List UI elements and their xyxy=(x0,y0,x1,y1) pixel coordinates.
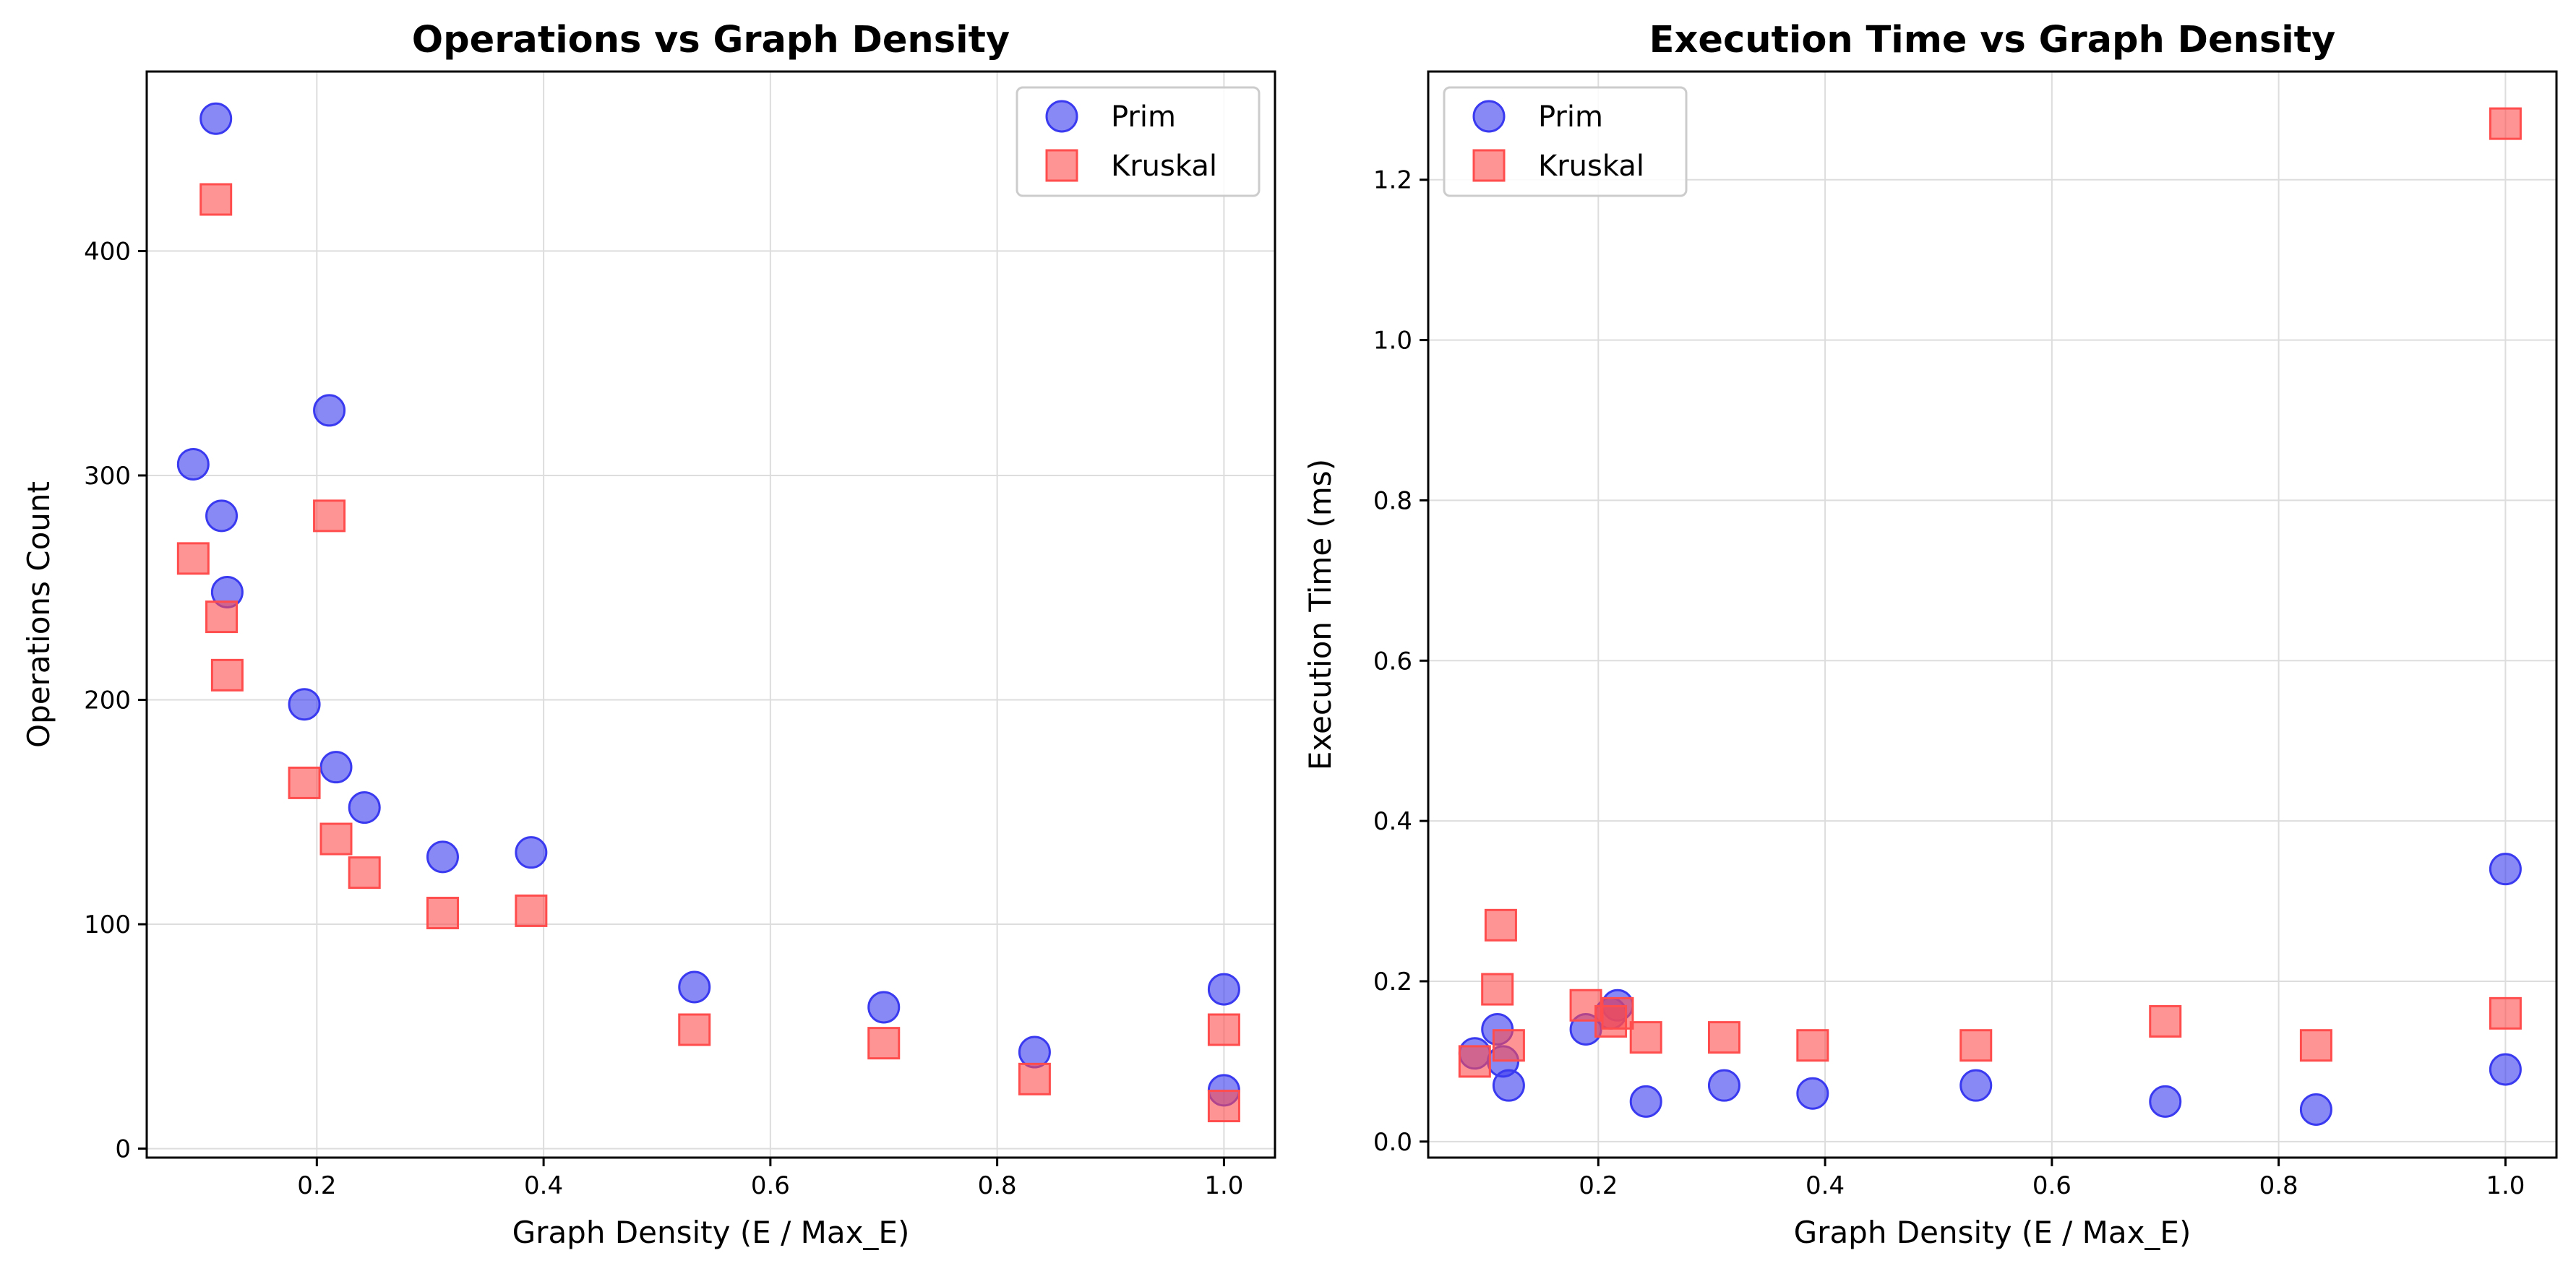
x-tick-label: 0.4 xyxy=(524,1171,563,1200)
x-tick-label: 0.2 xyxy=(297,1171,336,1200)
y-tick-label: 300 xyxy=(84,462,131,491)
data-point-prim xyxy=(319,751,353,784)
y-tick-label: 400 xyxy=(84,237,131,266)
legend-label-kruskal: Kruskal xyxy=(1111,150,1217,183)
data-point-kruskal xyxy=(2489,107,2522,140)
data-point-kruskal xyxy=(1492,1029,1525,1062)
data-point-kruskal xyxy=(1707,1021,1740,1054)
legend-label-prim: Prim xyxy=(1111,100,1176,134)
y-tick-label: 1.2 xyxy=(1373,166,1412,195)
data-point-prim xyxy=(426,840,459,874)
data-point-kruskal xyxy=(199,183,233,216)
data-point-kruskal xyxy=(867,1027,901,1060)
data-point-prim xyxy=(1207,973,1240,1006)
y-tick-label: 200 xyxy=(84,686,131,715)
data-point-kruskal xyxy=(1207,1013,1240,1046)
data-point-prim xyxy=(867,991,901,1024)
data-point-kruskal xyxy=(678,1013,711,1046)
legend-swatch-prim xyxy=(1045,100,1078,133)
x-axis-label: Graph Density (E / Max_E) xyxy=(512,1215,910,1250)
y-tick-label: 0 xyxy=(115,1135,131,1164)
x-tick-label: 0.4 xyxy=(1806,1171,1845,1200)
data-point-kruskal xyxy=(1796,1029,1829,1062)
legend-marker-kruskal xyxy=(1472,149,1506,182)
x-axis-label: Graph Density (E / Max_E) xyxy=(1794,1215,2191,1250)
y-tick-label: 1.0 xyxy=(1373,327,1412,356)
legend-swatch-prim xyxy=(1472,100,1506,133)
data-point-prim xyxy=(199,102,233,135)
data-point-prim xyxy=(1018,1035,1051,1069)
data-point-prim xyxy=(313,394,346,427)
data-point-prim xyxy=(176,447,210,481)
operations-chart: 0.2 0.4 0.6 0.8 1.0 0 100 200 300 400 Operations … xyxy=(21,19,1276,1250)
data-point-kruskal xyxy=(2149,1004,2182,1038)
plot-frame xyxy=(145,70,1276,1159)
legend-label-kruskal: Kruskal xyxy=(1538,150,1644,183)
data-point-prim xyxy=(1629,1085,1662,1118)
data-point-kruskal xyxy=(1484,908,1517,942)
data-point-prim xyxy=(2299,1093,2332,1126)
data-point-kruskal xyxy=(2489,996,2522,1030)
data-point-kruskal xyxy=(1458,1045,1491,1078)
x-tick-label: 0.2 xyxy=(1579,1171,1618,1200)
data-point-kruskal xyxy=(1481,973,1514,1006)
data-point-kruskal xyxy=(176,542,210,575)
data-point-kruskal xyxy=(1018,1062,1051,1095)
data-point-prim xyxy=(1492,1069,1525,1102)
data-point-kruskal xyxy=(1629,1021,1662,1054)
plot-frame xyxy=(1427,70,2558,1159)
data-point-prim xyxy=(288,688,321,721)
data-point-prim xyxy=(1959,1069,1993,1102)
data-point-kruskal xyxy=(2299,1029,2332,1062)
legend: Prim Kruskal xyxy=(1443,86,1688,197)
data-point-prim xyxy=(2489,853,2522,886)
y-tick-label: 0.2 xyxy=(1373,968,1412,996)
chart-title: Operations vs Graph Density xyxy=(412,19,1010,61)
data-point-kruskal xyxy=(1207,1090,1240,1123)
data-point-kruskal xyxy=(210,658,244,692)
data-point-kruskal xyxy=(426,897,459,930)
data-point-prim xyxy=(205,499,239,533)
x-tick-label: 0.8 xyxy=(978,1171,1017,1200)
legend: Prim Kruskal xyxy=(1016,86,1261,197)
chart-title: Execution Time vs Graph Density xyxy=(1649,19,2336,61)
data-point-prim xyxy=(515,836,548,869)
data-point-prim xyxy=(2149,1085,2182,1118)
x-tick-label: 1.0 xyxy=(2486,1171,2525,1200)
data-point-kruskal xyxy=(1601,996,1634,1030)
x-tick-label: 1.0 xyxy=(1204,1171,1243,1200)
y-tick-label: 100 xyxy=(84,910,131,939)
data-point-kruskal xyxy=(515,894,548,927)
legend-swatch-kruskal xyxy=(1472,149,1506,182)
data-point-prim xyxy=(678,970,711,1004)
legend-marker-kruskal xyxy=(1045,149,1078,182)
data-point-kruskal xyxy=(288,766,321,799)
legend-label-prim: Prim xyxy=(1538,100,1603,134)
y-axis-label: Execution Time (ms) xyxy=(1302,459,1338,770)
data-point-kruskal xyxy=(313,499,346,533)
x-tick-label: 0.8 xyxy=(2259,1171,2298,1200)
data-point-kruskal xyxy=(348,856,381,890)
execution-time-chart: 0.2 0.4 0.6 0.8 1.0 0.0 0.2 0.4 0.6 0.8 1.0 1.2 Exe… xyxy=(1302,19,2558,1250)
y-tick-label: 0.4 xyxy=(1373,807,1412,836)
data-point-prim xyxy=(2489,1053,2522,1086)
legend-marker-prim xyxy=(1045,100,1078,133)
y-tick-label: 0.8 xyxy=(1373,486,1412,515)
x-tick-label: 0.6 xyxy=(751,1171,790,1200)
x-tick-label: 0.6 xyxy=(2032,1171,2071,1200)
data-point-kruskal xyxy=(319,822,353,856)
y-tick-label: 0.0 xyxy=(1373,1128,1412,1157)
data-point-prim xyxy=(348,791,381,824)
legend-swatch-kruskal xyxy=(1045,149,1078,182)
data-point-kruskal xyxy=(205,600,239,634)
y-tick-label: 0.6 xyxy=(1373,647,1412,676)
data-point-kruskal xyxy=(1959,1029,1993,1062)
data-point-prim xyxy=(1796,1077,1829,1110)
y-axis-label: Operations Count xyxy=(21,481,56,748)
legend-marker-prim xyxy=(1472,100,1506,133)
data-point-prim xyxy=(1707,1069,1740,1102)
